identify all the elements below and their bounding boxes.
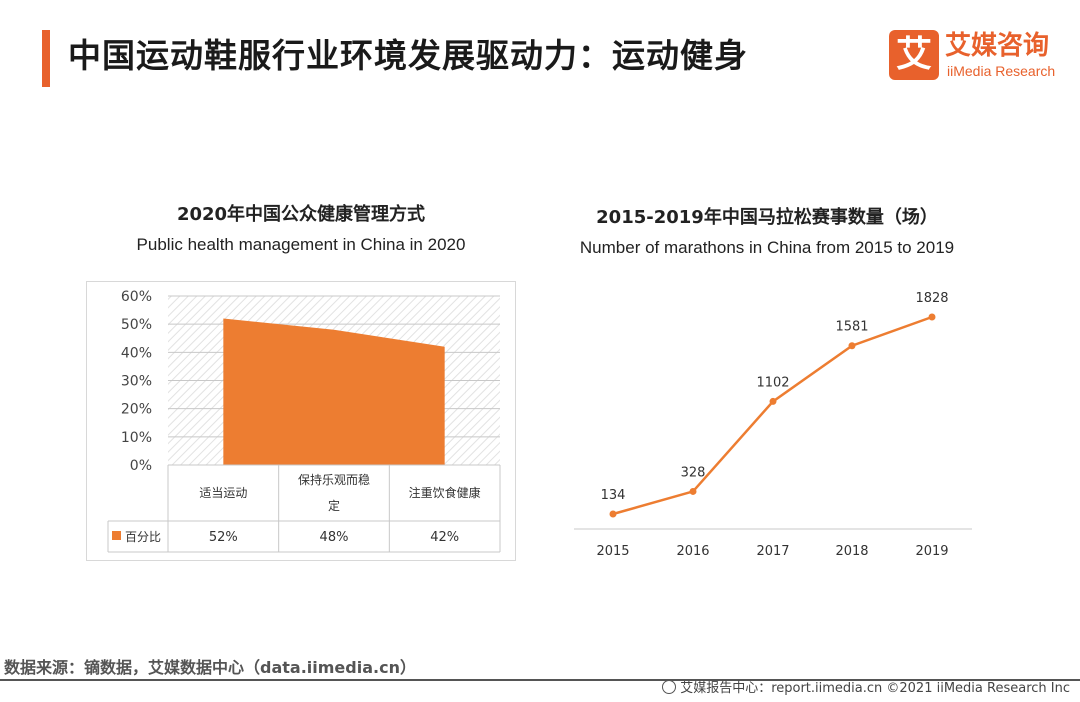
x-tick-label: 2017 xyxy=(756,544,789,559)
y-tick-label: 10% xyxy=(121,430,152,446)
legend-swatch-percent xyxy=(112,531,121,540)
y-tick-label: 30% xyxy=(121,374,152,390)
data-label: 1581 xyxy=(835,320,868,335)
left-chart-title: 2020年中国公众健康管理方式 xyxy=(176,204,426,225)
area-series-percent xyxy=(223,318,445,465)
x-category-label: 注重饮食健康 xyxy=(409,485,481,500)
x-tick-label: 2016 xyxy=(676,544,709,559)
right-chart-subtitle: Number of marathons in China from 2015 t… xyxy=(579,238,955,257)
x-tick-label: 2019 xyxy=(915,544,948,559)
iimedia-logo: 艾 艾媒咨询 iiMedia Research xyxy=(889,30,1069,84)
data-point xyxy=(609,510,617,518)
series-line xyxy=(612,315,933,516)
data-label: 134 xyxy=(601,488,626,503)
data-point xyxy=(769,397,777,405)
logo-mark: 艾 xyxy=(889,30,939,80)
data-point xyxy=(848,342,856,350)
data-label: 328 xyxy=(681,465,706,480)
y-tick-label: 20% xyxy=(121,402,152,418)
x-category-label: 保持乐观而稳 xyxy=(298,472,370,487)
left-chart-subtitle: Public health management in China in 202… xyxy=(136,235,466,254)
footer: 艾媒报告中心：report.iimedia.cn ©2021 iiMedia R… xyxy=(662,680,1070,698)
footer-text: 艾媒报告中心：report.iimedia.cn ©2021 iiMedia R… xyxy=(680,681,1070,696)
table-value: 52% xyxy=(209,530,238,545)
right-chart-title: 2015-2019年中国马拉松赛事数量（场） xyxy=(596,207,938,228)
title-accent-bar xyxy=(42,30,50,87)
x-category-label: 适当运动 xyxy=(199,486,247,500)
table-value: 48% xyxy=(320,530,349,545)
data-point xyxy=(689,487,697,495)
globe-icon xyxy=(662,680,677,694)
footer-divider xyxy=(0,679,1080,681)
y-tick-label: 40% xyxy=(121,345,152,361)
logo-cn-text: 艾媒咨询 xyxy=(945,31,1050,61)
data-point xyxy=(928,313,936,321)
x-tick-label: 2015 xyxy=(596,544,629,559)
legend-label-percent: 百分比 xyxy=(125,530,161,544)
y-tick-label: 60% xyxy=(121,289,152,305)
x-category-label: 定 xyxy=(328,498,340,513)
logo-en-text: iiMedia Research xyxy=(947,63,1056,79)
table-value: 42% xyxy=(430,530,459,545)
data-source-note: 数据来源：镝数据，艾媒数据中心（data.iimedia.cn） xyxy=(4,658,416,677)
page-title: 中国运动鞋服行业环境发展驱动力：运动健身 xyxy=(68,36,748,75)
y-tick-label: 0% xyxy=(130,458,152,474)
y-tick-label: 50% xyxy=(121,317,152,333)
x-tick-label: 2018 xyxy=(835,544,868,559)
data-label: 1102 xyxy=(756,375,789,390)
data-label: 1828 xyxy=(915,291,948,306)
